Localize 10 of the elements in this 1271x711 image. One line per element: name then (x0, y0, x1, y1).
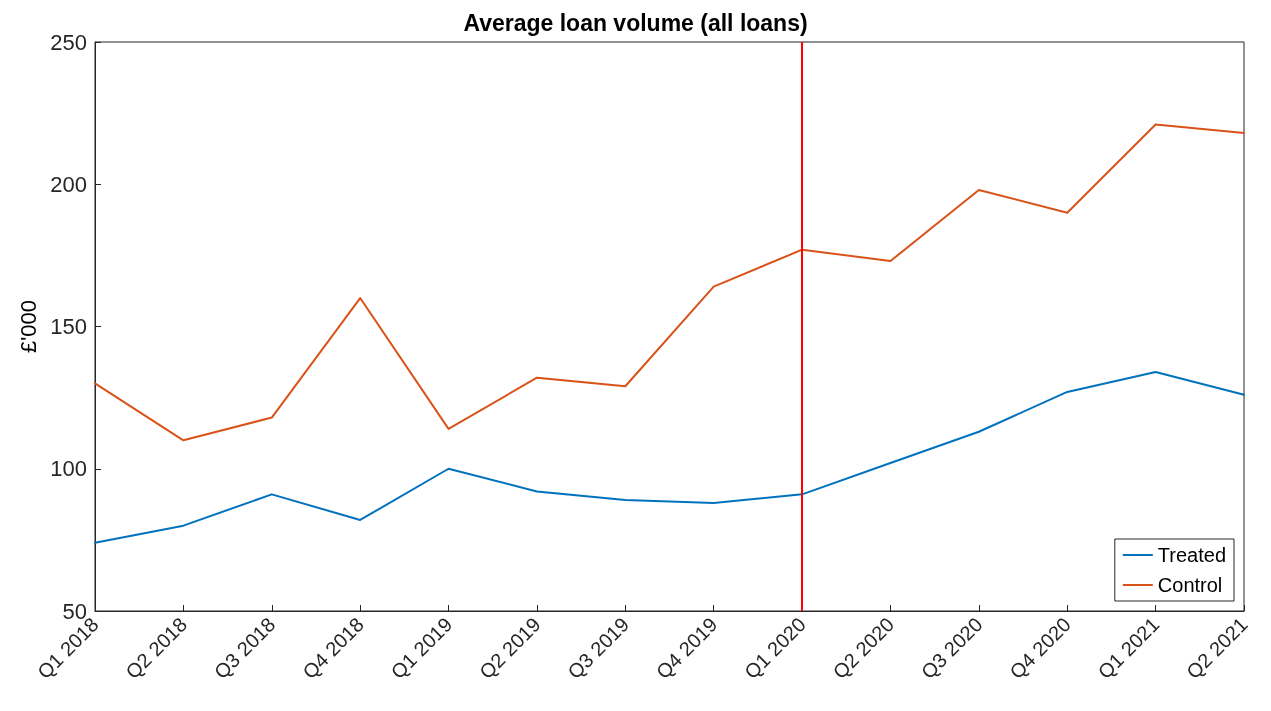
y-tick-label: 250 (50, 29, 87, 55)
y-axis-title: £'000 (15, 299, 41, 354)
legend-label: Treated (1157, 544, 1226, 566)
line-series (94, 371, 1245, 544)
y-tick-label: 200 (50, 171, 87, 197)
y-tick-label: 150 (50, 314, 87, 339)
y-tick-label: 100 (50, 456, 87, 482)
line-series (94, 123, 1245, 442)
legend-label: Control (1157, 574, 1223, 596)
chart-title: Average loan volume (all loans) (463, 9, 808, 36)
